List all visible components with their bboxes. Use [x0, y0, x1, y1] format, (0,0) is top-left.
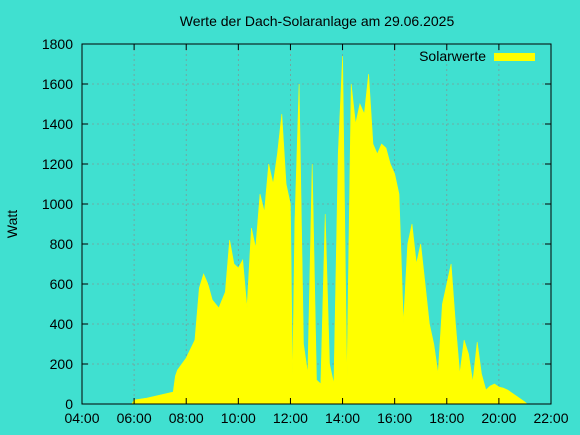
x-tick-label: 10:00: [221, 410, 256, 426]
y-tick-label: 800: [50, 236, 74, 252]
x-tick-label: 22:00: [533, 410, 568, 426]
y-tick-label: 600: [50, 276, 74, 292]
x-tick-label: 04:00: [64, 410, 99, 426]
plot-frame: [81, 43, 552, 405]
x-tick-label: 12:00: [273, 410, 308, 426]
grid: [82, 44, 551, 404]
x-tick-label: 14:00: [325, 410, 360, 426]
x-tick-label: 06:00: [117, 410, 152, 426]
x-tick-label: 08:00: [169, 410, 204, 426]
legend-label: Solarwerte: [419, 48, 486, 64]
x-tick-label: 16:00: [377, 410, 412, 426]
plot-area: [131, 55, 528, 405]
y-axis-label: Watt: [4, 210, 20, 238]
y-tick-label: 0: [65, 396, 73, 412]
y-tick-label: 1400: [42, 116, 73, 132]
x-tick-label: 18:00: [429, 410, 464, 426]
legend: Solarwerte: [419, 48, 535, 64]
y-tick-label: 1000: [42, 196, 73, 212]
chart-title: Werte der Dach-Solaranlage am 29.06.2025: [180, 13, 455, 29]
y-tick-label: 1800: [42, 36, 73, 52]
series-area-solarwerte: [131, 55, 528, 405]
y-tick-label: 400: [50, 316, 74, 332]
legend-swatch: [494, 53, 535, 61]
x-tick-label: 20:00: [481, 410, 516, 426]
axis-ticks: 0 200 400 600 800 1000 1200 1400 1600 1800 04:00 06…: [42, 36, 569, 426]
y-tick-label: 200: [50, 356, 74, 372]
y-tick-label: 1600: [42, 76, 73, 92]
y-tick-label: 1200: [42, 156, 73, 172]
